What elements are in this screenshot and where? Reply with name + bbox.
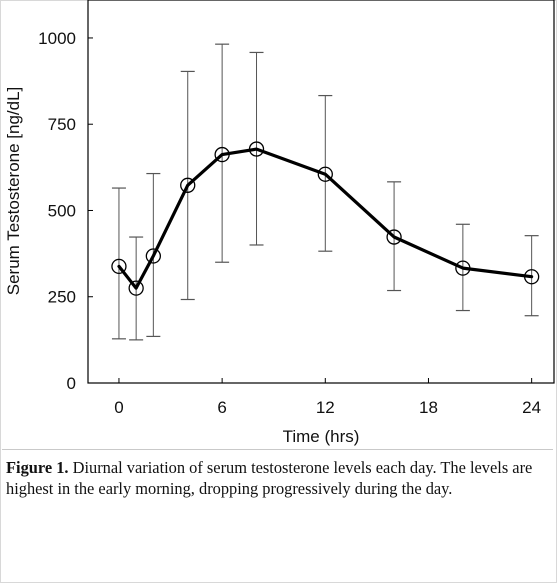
y-tick-label: 1000 <box>38 29 76 48</box>
data-point <box>523 269 540 285</box>
x-axis-title: Time (hrs) <box>283 427 360 446</box>
y-axis-title: Serum Testosterone [ng/dL] <box>4 87 23 296</box>
data-point <box>386 229 402 245</box>
data-point <box>180 177 196 193</box>
x-tick-label: 12 <box>316 398 335 417</box>
x-tick-label: 24 <box>522 398 541 417</box>
data-point <box>214 146 230 163</box>
data-point <box>248 141 265 157</box>
series-line <box>117 147 534 290</box>
caption-divider <box>2 449 553 450</box>
y-tick-label: 750 <box>48 115 76 134</box>
data-point <box>111 258 127 275</box>
x-tick-label: 0 <box>114 398 123 417</box>
caption-label: Figure 1. <box>6 458 69 477</box>
y-tick-label: 500 <box>48 201 76 220</box>
data-point <box>317 166 333 182</box>
y-axis-ticks: 0 250 500 750 1000 <box>38 29 93 393</box>
caption-text: Diurnal variation of serum testosterone … <box>6 458 533 498</box>
x-axis-ticks: 0 6 12 18 24 <box>114 378 541 417</box>
y-tick-label: 250 <box>48 288 76 307</box>
data-markers <box>111 141 540 296</box>
x-tick-label: 6 <box>217 398 226 417</box>
y-tick-label: 0 <box>67 374 76 393</box>
data-point <box>455 260 471 276</box>
figure-caption: Figure 1. Diurnal variation of serum tes… <box>6 458 551 499</box>
plot-area <box>87 0 555 384</box>
data-point <box>128 280 144 296</box>
data-point <box>145 248 161 264</box>
x-tick-label: 18 <box>419 398 438 417</box>
testosterone-chart: 0 250 500 750 1000 0 6 12 18 24 Serum Testostero… <box>4 0 555 446</box>
